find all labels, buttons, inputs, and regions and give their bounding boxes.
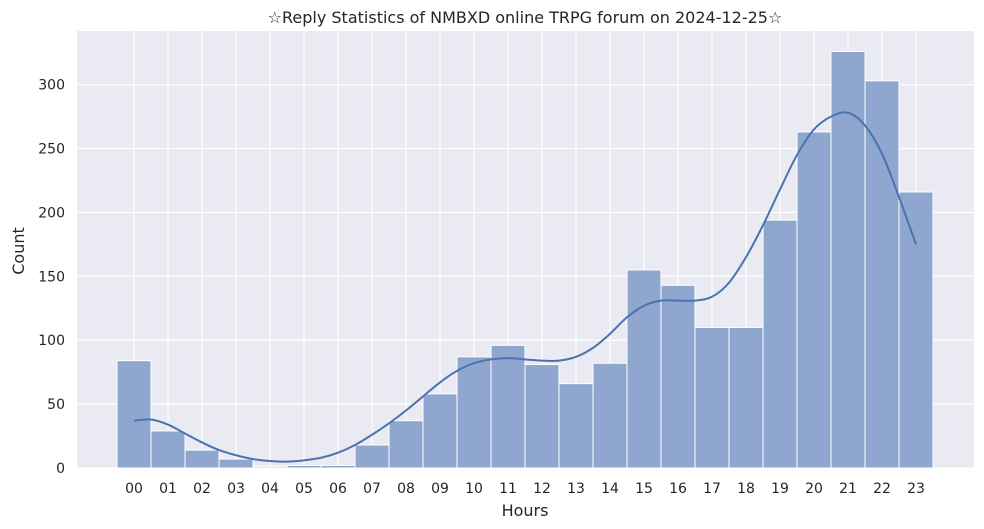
kde-line	[133, 111, 917, 463]
x-tick-label: 12	[533, 481, 551, 497]
bars	[116, 50, 934, 469]
x-tick-label: 13	[567, 481, 585, 497]
bar-04	[252, 466, 288, 469]
y-tick-label: 150	[38, 269, 65, 285]
x-tick-label: 10	[465, 481, 483, 497]
chart-title: ☆Reply Statistics of NMBXD online TRPG f…	[268, 8, 783, 27]
x-tick-label: 20	[805, 481, 823, 497]
bar-07	[354, 444, 390, 469]
bar-19	[762, 219, 798, 469]
bar-11	[490, 344, 526, 469]
x-tick-label: 16	[669, 481, 687, 497]
y-tick-label: 250	[38, 142, 65, 158]
bar-09	[422, 393, 458, 469]
x-tick-label: 19	[771, 481, 789, 497]
x-tick-label: 18	[737, 481, 755, 497]
x-tick-label: 21	[839, 481, 857, 497]
bar-14	[592, 362, 628, 469]
x-tick-label: 23	[907, 481, 925, 497]
y-tick-label: 100	[38, 333, 65, 349]
x-tick-label: 01	[159, 481, 177, 497]
bar-18	[728, 326, 764, 469]
y-ticks: 0 50 100 150 200 250 300	[38, 78, 65, 477]
bar-23	[898, 191, 934, 469]
bar-03	[218, 458, 254, 469]
x-tick-label: 00	[125, 481, 143, 497]
y-tick-label: 0	[56, 461, 65, 477]
x-axis-label: Hours	[502, 501, 549, 520]
x-ticks: 00 01 02 03 04 05 06 07 08 09 10 11 12 13 14 15 16 17 18 19…	[125, 481, 925, 497]
bar-16	[660, 284, 696, 469]
y-tick-label: 50	[47, 397, 65, 413]
x-tick-label: 04	[261, 481, 279, 497]
bar-12	[524, 364, 560, 469]
bar-06	[320, 464, 356, 469]
y-tick-label: 200	[38, 205, 65, 221]
x-tick-label: 22	[873, 481, 891, 497]
x-tick-label: 08	[397, 481, 415, 497]
bar-01	[150, 430, 186, 469]
bar-22	[864, 80, 900, 469]
x-tick-label: 15	[635, 481, 653, 497]
bar-02	[184, 449, 220, 469]
x-tick-label: 02	[193, 481, 211, 497]
bar-20	[796, 131, 832, 469]
x-tick-label: 07	[363, 481, 381, 497]
bar-10	[456, 356, 492, 469]
bar-15	[626, 269, 662, 469]
bar-05	[286, 464, 322, 469]
x-tick-label: 17	[703, 481, 721, 497]
x-tick-label: 09	[431, 481, 449, 497]
x-tick-label: 14	[601, 481, 619, 497]
bar-08	[388, 420, 424, 469]
bar-17	[694, 326, 730, 469]
x-tick-label: 03	[227, 481, 245, 497]
x-tick-label: 06	[329, 481, 347, 497]
y-axis-label: Count	[9, 227, 28, 275]
y-tick-label: 300	[38, 78, 65, 94]
bar-13	[558, 383, 594, 469]
x-tick-label: 05	[295, 481, 313, 497]
x-tick-label: 11	[499, 481, 517, 497]
bar-00	[116, 360, 152, 469]
